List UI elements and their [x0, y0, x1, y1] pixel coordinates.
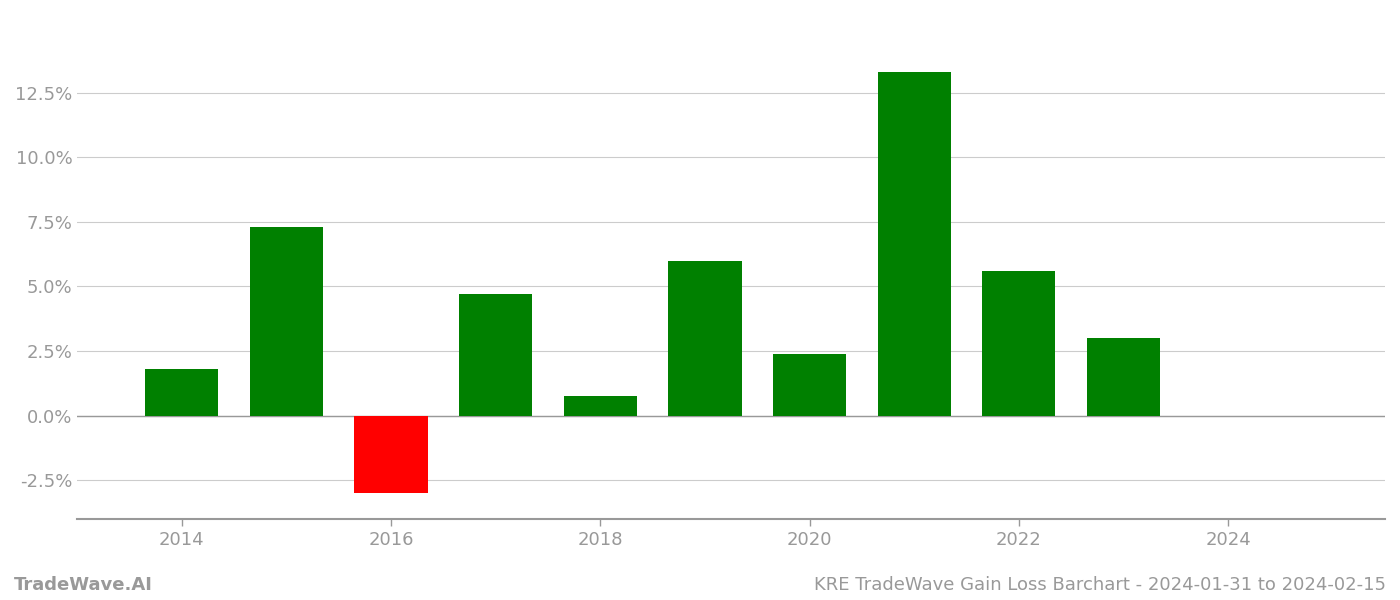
Bar	[146, 369, 218, 416]
Bar	[249, 227, 323, 416]
Text: TradeWave.AI: TradeWave.AI	[14, 576, 153, 594]
Bar	[983, 271, 1056, 416]
Bar	[773, 354, 846, 416]
Bar	[564, 397, 637, 416]
Bar	[668, 260, 742, 416]
Bar	[878, 72, 951, 416]
Bar	[459, 294, 532, 416]
Bar	[354, 416, 427, 493]
Bar	[1086, 338, 1161, 416]
Text: KRE TradeWave Gain Loss Barchart - 2024-01-31 to 2024-02-15: KRE TradeWave Gain Loss Barchart - 2024-…	[813, 576, 1386, 594]
